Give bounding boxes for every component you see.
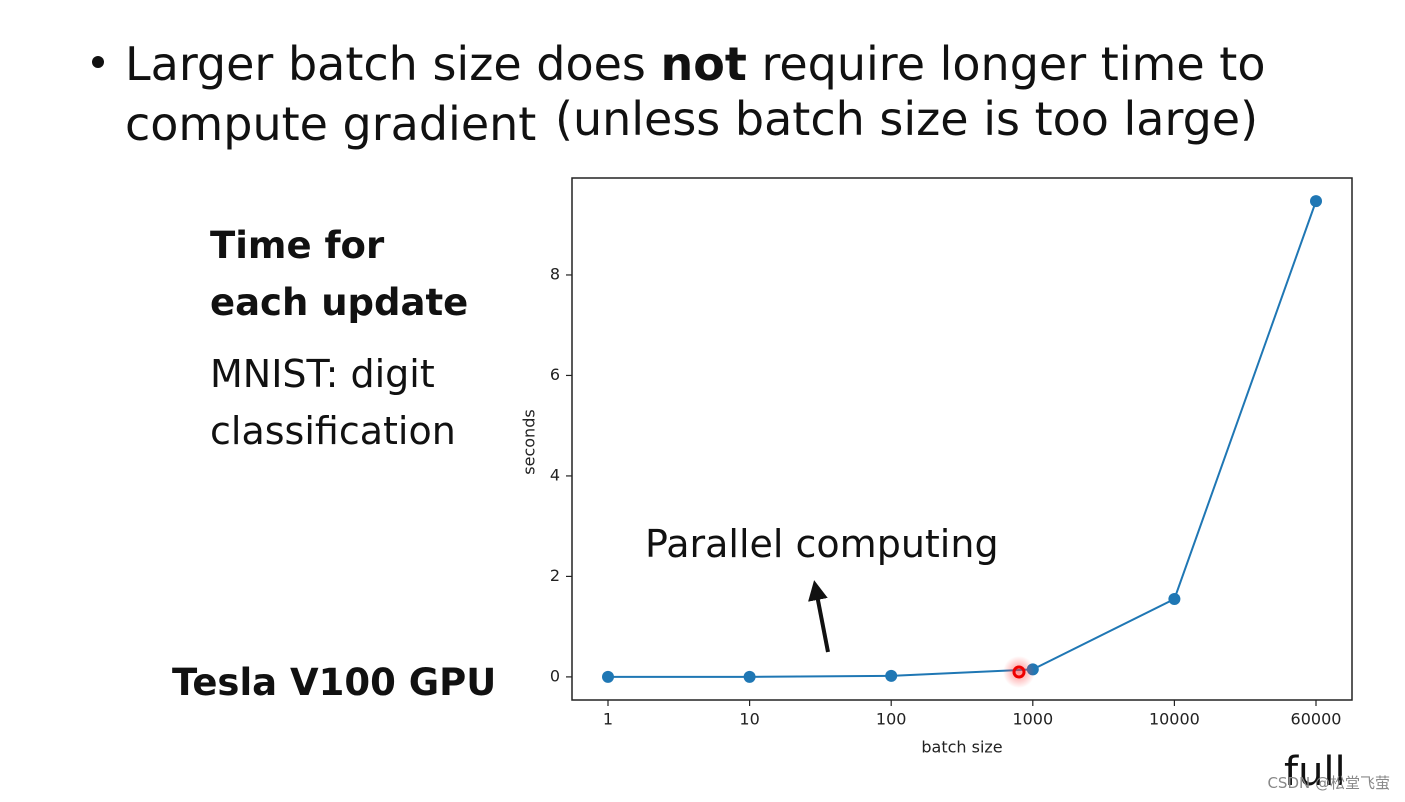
x-tick-label: 1000 bbox=[1012, 710, 1053, 729]
bullet-line2: compute gradient bbox=[125, 97, 536, 151]
x-tick-label: 100 bbox=[876, 710, 907, 729]
y-axis-label: seconds bbox=[520, 409, 539, 474]
cursor-highlight bbox=[1003, 656, 1035, 688]
bullet-dot bbox=[92, 56, 104, 68]
y-tick-label: 0 bbox=[550, 666, 560, 685]
data-point bbox=[602, 670, 614, 683]
cursor-highlight bbox=[1012, 665, 1026, 679]
side-note: MNIST: digit bbox=[210, 352, 435, 396]
bullet-bold: not bbox=[661, 37, 747, 91]
data-point bbox=[885, 669, 898, 682]
data-point bbox=[1168, 593, 1181, 606]
side-note: classification bbox=[210, 409, 456, 453]
annotation: Parallel computing bbox=[645, 522, 999, 566]
side-heading: each update bbox=[210, 281, 468, 324]
x-tick-label: 60000 bbox=[1291, 710, 1342, 729]
watermark: CSDN @松堂飞萤 bbox=[1267, 774, 1390, 792]
annotation-arrow bbox=[808, 580, 830, 653]
y-tick-label: 4 bbox=[550, 465, 560, 484]
chart: 0 2 4 6 8 1 10 100 1000 10000 60000 batch size secon… bbox=[520, 195, 1342, 757]
x-tick-label: 10 bbox=[739, 710, 759, 729]
y-tick-label: 6 bbox=[550, 365, 560, 384]
bullet-text: require longer time to bbox=[747, 37, 1266, 91]
annotation: full bbox=[1284, 749, 1346, 795]
bullet-text: Larger batch size does bbox=[125, 37, 661, 91]
x-axis-label: batch size bbox=[921, 738, 1002, 757]
bullet-line1: Larger batch size does not require longe… bbox=[125, 37, 1265, 91]
bullet-paren: (unless batch size is too large) bbox=[555, 92, 1258, 146]
series-line bbox=[608, 200, 1317, 678]
plot-frame bbox=[571, 177, 1353, 701]
y-tick-label: 2 bbox=[550, 566, 560, 585]
side-heading: Time for bbox=[210, 224, 385, 267]
x-tick-label: 1 bbox=[603, 710, 613, 729]
data-point bbox=[1310, 195, 1322, 208]
data-point bbox=[743, 670, 756, 683]
y-tick-label: 8 bbox=[550, 264, 560, 283]
device-label: Tesla V100 GPU bbox=[172, 661, 496, 704]
x-tick-label: 10000 bbox=[1149, 710, 1200, 729]
